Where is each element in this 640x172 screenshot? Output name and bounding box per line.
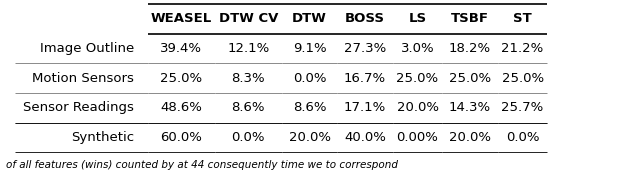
Text: of all features (wins) counted by at 44 consequently time we to correspond: of all features (wins) counted by at 44 …: [6, 160, 398, 170]
